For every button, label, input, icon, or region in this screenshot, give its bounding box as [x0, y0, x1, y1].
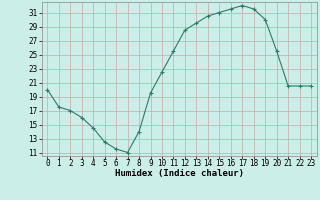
X-axis label: Humidex (Indice chaleur): Humidex (Indice chaleur)	[115, 169, 244, 178]
